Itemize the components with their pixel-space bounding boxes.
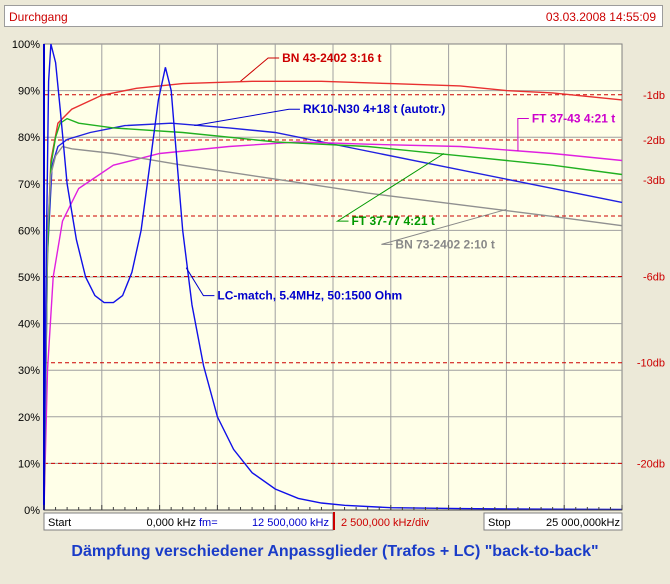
series-label-lc-match-5-4mhz-50-1500-ohm: LC-match, 5.4MHz, 50:1500 Ohm (217, 289, 402, 303)
fm-value: 12 500,000 kHz (252, 517, 329, 529)
timestamp: 03.03.2008 14:55:09 (545, 10, 656, 24)
db-label: -6db (643, 272, 665, 284)
window-titlebar: Durchgang 03.03.2008 14:55:09 (4, 5, 663, 27)
chart-caption: Dämpfung verschiedener Anpassglieder (Tr… (71, 543, 599, 560)
series-rk10-n30-4-18-t-autotr (43, 122, 623, 511)
start-value: 0,000 kHz (146, 517, 196, 529)
y-tick-label: 20% (18, 412, 40, 424)
window-title: Durchgang (9, 10, 68, 24)
series-ft-37-77-4-21-t (43, 117, 623, 511)
start-label: Start (48, 517, 71, 529)
series-label-bn-73-2402-2-10-t: BN 73-2402 2:10 t (395, 237, 494, 251)
div-value: 2 500,000 kHz/div (341, 517, 430, 529)
series-bn-73-2402-2-10-t (43, 145, 623, 511)
series-leader-line (194, 108, 300, 127)
db-label: -10db (637, 358, 665, 370)
fm-label: fm= (199, 517, 218, 529)
stop-label: Stop (488, 517, 511, 529)
series-lc-match-5-4mhz-50-1500-ohm (43, 43, 623, 511)
series-ft-37-43-4-21-t (43, 141, 623, 511)
series-label-ft-37-43-4-21-t: FT 37-43 4:21 t (532, 112, 615, 126)
center-marker[interactable] (333, 512, 335, 530)
y-tick-label: 10% (18, 458, 40, 470)
y-tick-label: 50% (18, 272, 40, 284)
series-leader-line (185, 267, 215, 297)
series-leader-line (240, 57, 280, 82)
db-label: -1db (643, 90, 665, 102)
series-label-bn-43-2402-3-16-t: BN 43-2402 3:16 t (282, 51, 381, 65)
stop-value: 25 000,000kHz (546, 517, 620, 529)
y-tick-label: 90% (18, 86, 40, 98)
series-label-rk10-n30-4-18-t-autotr: RK10-N30 4+18 t (autotr.) (303, 102, 445, 116)
y-tick-label: 100% (12, 39, 40, 51)
db-label: -20db (637, 458, 665, 470)
series-leader-line (335, 153, 445, 222)
y-tick-label: 80% (18, 132, 40, 144)
stop-frequency-box[interactable] (483, 512, 623, 531)
db-label: -2db (643, 135, 665, 147)
series-leader-line (517, 118, 529, 152)
y-tick-label: 30% (18, 365, 40, 377)
series-label-ft-37-77-4-21-t: FT 37-77 4:21 t (351, 214, 434, 228)
db-label: -3db (643, 175, 665, 187)
y-tick-label: 40% (18, 319, 40, 331)
y-tick-label: 0% (24, 505, 40, 517)
y-tick-label: 70% (18, 179, 40, 191)
y-tick-label: 60% (18, 225, 40, 237)
series-leader-line (381, 208, 507, 245)
